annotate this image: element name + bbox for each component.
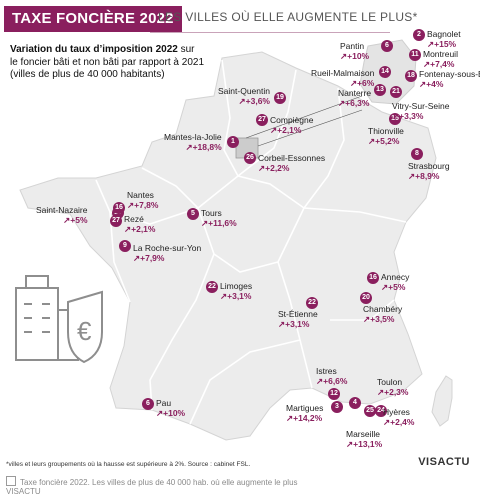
intro-bold: Variation du taux d’imposition 2022 — [10, 44, 178, 55]
label-pantin: Pantin ↗+10% — [340, 41, 370, 61]
building-tax-icon: € — [15, 275, 103, 364]
label-fontenay: Fontenay-sous-Bois↗+4% — [419, 69, 480, 89]
marker-24: 24 — [375, 405, 387, 417]
label-mantes: Mantes-la-Jolie ↗+18,8% — [164, 132, 222, 152]
label-bagnolet: Bagnolet ↗+15% — [427, 29, 461, 49]
title-divider — [150, 32, 390, 33]
marker-16: 16 — [113, 202, 125, 214]
title-badge: TAXE FONCIÈRE 2022 — [4, 6, 182, 32]
label-nanterre: Nanterre ↗+6,3% — [338, 88, 372, 108]
marker-15: 15 — [389, 113, 401, 125]
map-frame: TAXE FONCIÈRE 2022 LES VILLES OÙ ELLE AU… — [4, 6, 480, 468]
marker-18: 18 — [405, 70, 417, 82]
label-compiegne: Compiègne ↗+2,1% — [270, 115, 314, 135]
marker-12: 12 — [328, 388, 340, 400]
label-la-roche: La Roche-sur-Yon ↗+7,9% — [133, 243, 202, 263]
intro-line-2: le foncier bâti et non bâti par rapport … — [10, 56, 205, 68]
marker-11: 11 — [409, 49, 421, 61]
marker-25: 25 — [364, 405, 376, 417]
subtitle: LES VILLES OÙ ELLE AUGMENTE LE PLUS* — [158, 10, 418, 24]
marker-6: 6 — [381, 40, 393, 52]
marker-2: 2 — [413, 29, 425, 41]
marker-6b: 6 — [142, 398, 154, 410]
marker-27: 27 — [256, 114, 268, 126]
caption-brand: VISACTU — [6, 487, 41, 496]
paris-callout-lines — [245, 95, 363, 147]
label-limoges: Limoges ↗+3,1% — [220, 281, 253, 301]
marker-27b: 27 — [110, 215, 122, 227]
corsica — [431, 375, 453, 427]
label-hyeres: Hyères ↗+2,4% — [383, 407, 415, 427]
label-rueil: Rueil-Malmaison ↗+6% — [311, 68, 375, 88]
marker-16b: 16 — [367, 272, 379, 284]
label-annecy: Annecy ↗+5% — [381, 272, 410, 292]
marker-13: 13 — [374, 84, 386, 96]
marker-14: 14 — [379, 66, 391, 78]
label-saint-quentin: Saint-Quentin ↗+3,6% — [218, 86, 270, 106]
label-st-etienne: St-Étienne ↗+3,1% — [278, 309, 318, 329]
label-saint-nazaire: Saint-Nazaire ↗+5% — [36, 205, 88, 225]
label-strasbourg: Strasbourg ↗+8,9% — [408, 161, 450, 181]
marker-19: 19 — [274, 92, 286, 104]
image-icon — [6, 476, 16, 486]
marker-22: 22 — [206, 281, 218, 293]
marker-5: 5 — [187, 208, 199, 220]
marker-8: 8 — [411, 148, 423, 160]
caption: Taxe foncière 2022. Les villes de plus d… — [0, 476, 480, 496]
label-chambery: Chambéry ↗+3,5% — [363, 304, 403, 324]
france-mainland — [19, 51, 437, 441]
marker-20: 20 — [360, 292, 372, 304]
label-toulon: Toulon ↗+2,3% — [377, 377, 409, 397]
label-reze: Rezé ↗+2,1% — [124, 214, 156, 234]
region-borders — [95, 59, 407, 425]
label-nantes: Nantes ↗+7,8% — [127, 190, 159, 210]
footnote: *villes et leurs groupements où la hauss… — [6, 461, 251, 468]
svg-text:€: € — [77, 316, 92, 346]
marker-26: 26 — [244, 152, 256, 164]
intro-text: Variation du taux d’imposition 2022 sur … — [10, 44, 204, 82]
marker-9: 9 — [119, 240, 131, 252]
label-marseille: Marseille ↗+13,1% — [346, 429, 383, 449]
label-montreuil: Montreuil ↗+7,4% — [423, 49, 458, 69]
label-istres: Istres ↗+6,6% — [316, 366, 348, 386]
label-pau: Pau ↗+10% — [156, 398, 186, 418]
marker-3: 3 — [331, 401, 343, 413]
label-thionville: Thionville ↗+5,2% — [368, 126, 404, 146]
marker-4: 4 — [349, 397, 361, 409]
label-tours: Tours ↗+11,6% — [201, 208, 237, 228]
marker-1: 1 — [227, 136, 239, 148]
label-corbeil: Corbeil-Essonnes ↗+2,2% — [258, 153, 326, 173]
france-map — [19, 39, 453, 441]
label-vitry: Vitry-Sur-Seine ↗+3,3% — [392, 101, 450, 121]
brand-logo: VISACTU — [418, 456, 470, 468]
marker-21: 21 — [390, 86, 402, 98]
caption-text: Taxe foncière 2022. Les villes de plus d… — [20, 478, 298, 487]
intro-rest: sur — [177, 44, 195, 55]
intro-line-3: (villes de plus de 40 000 habitants) — [10, 69, 165, 80]
marker-22b: 22 — [306, 297, 318, 309]
label-martigues: Martigues ↗+14,2% — [286, 403, 324, 423]
